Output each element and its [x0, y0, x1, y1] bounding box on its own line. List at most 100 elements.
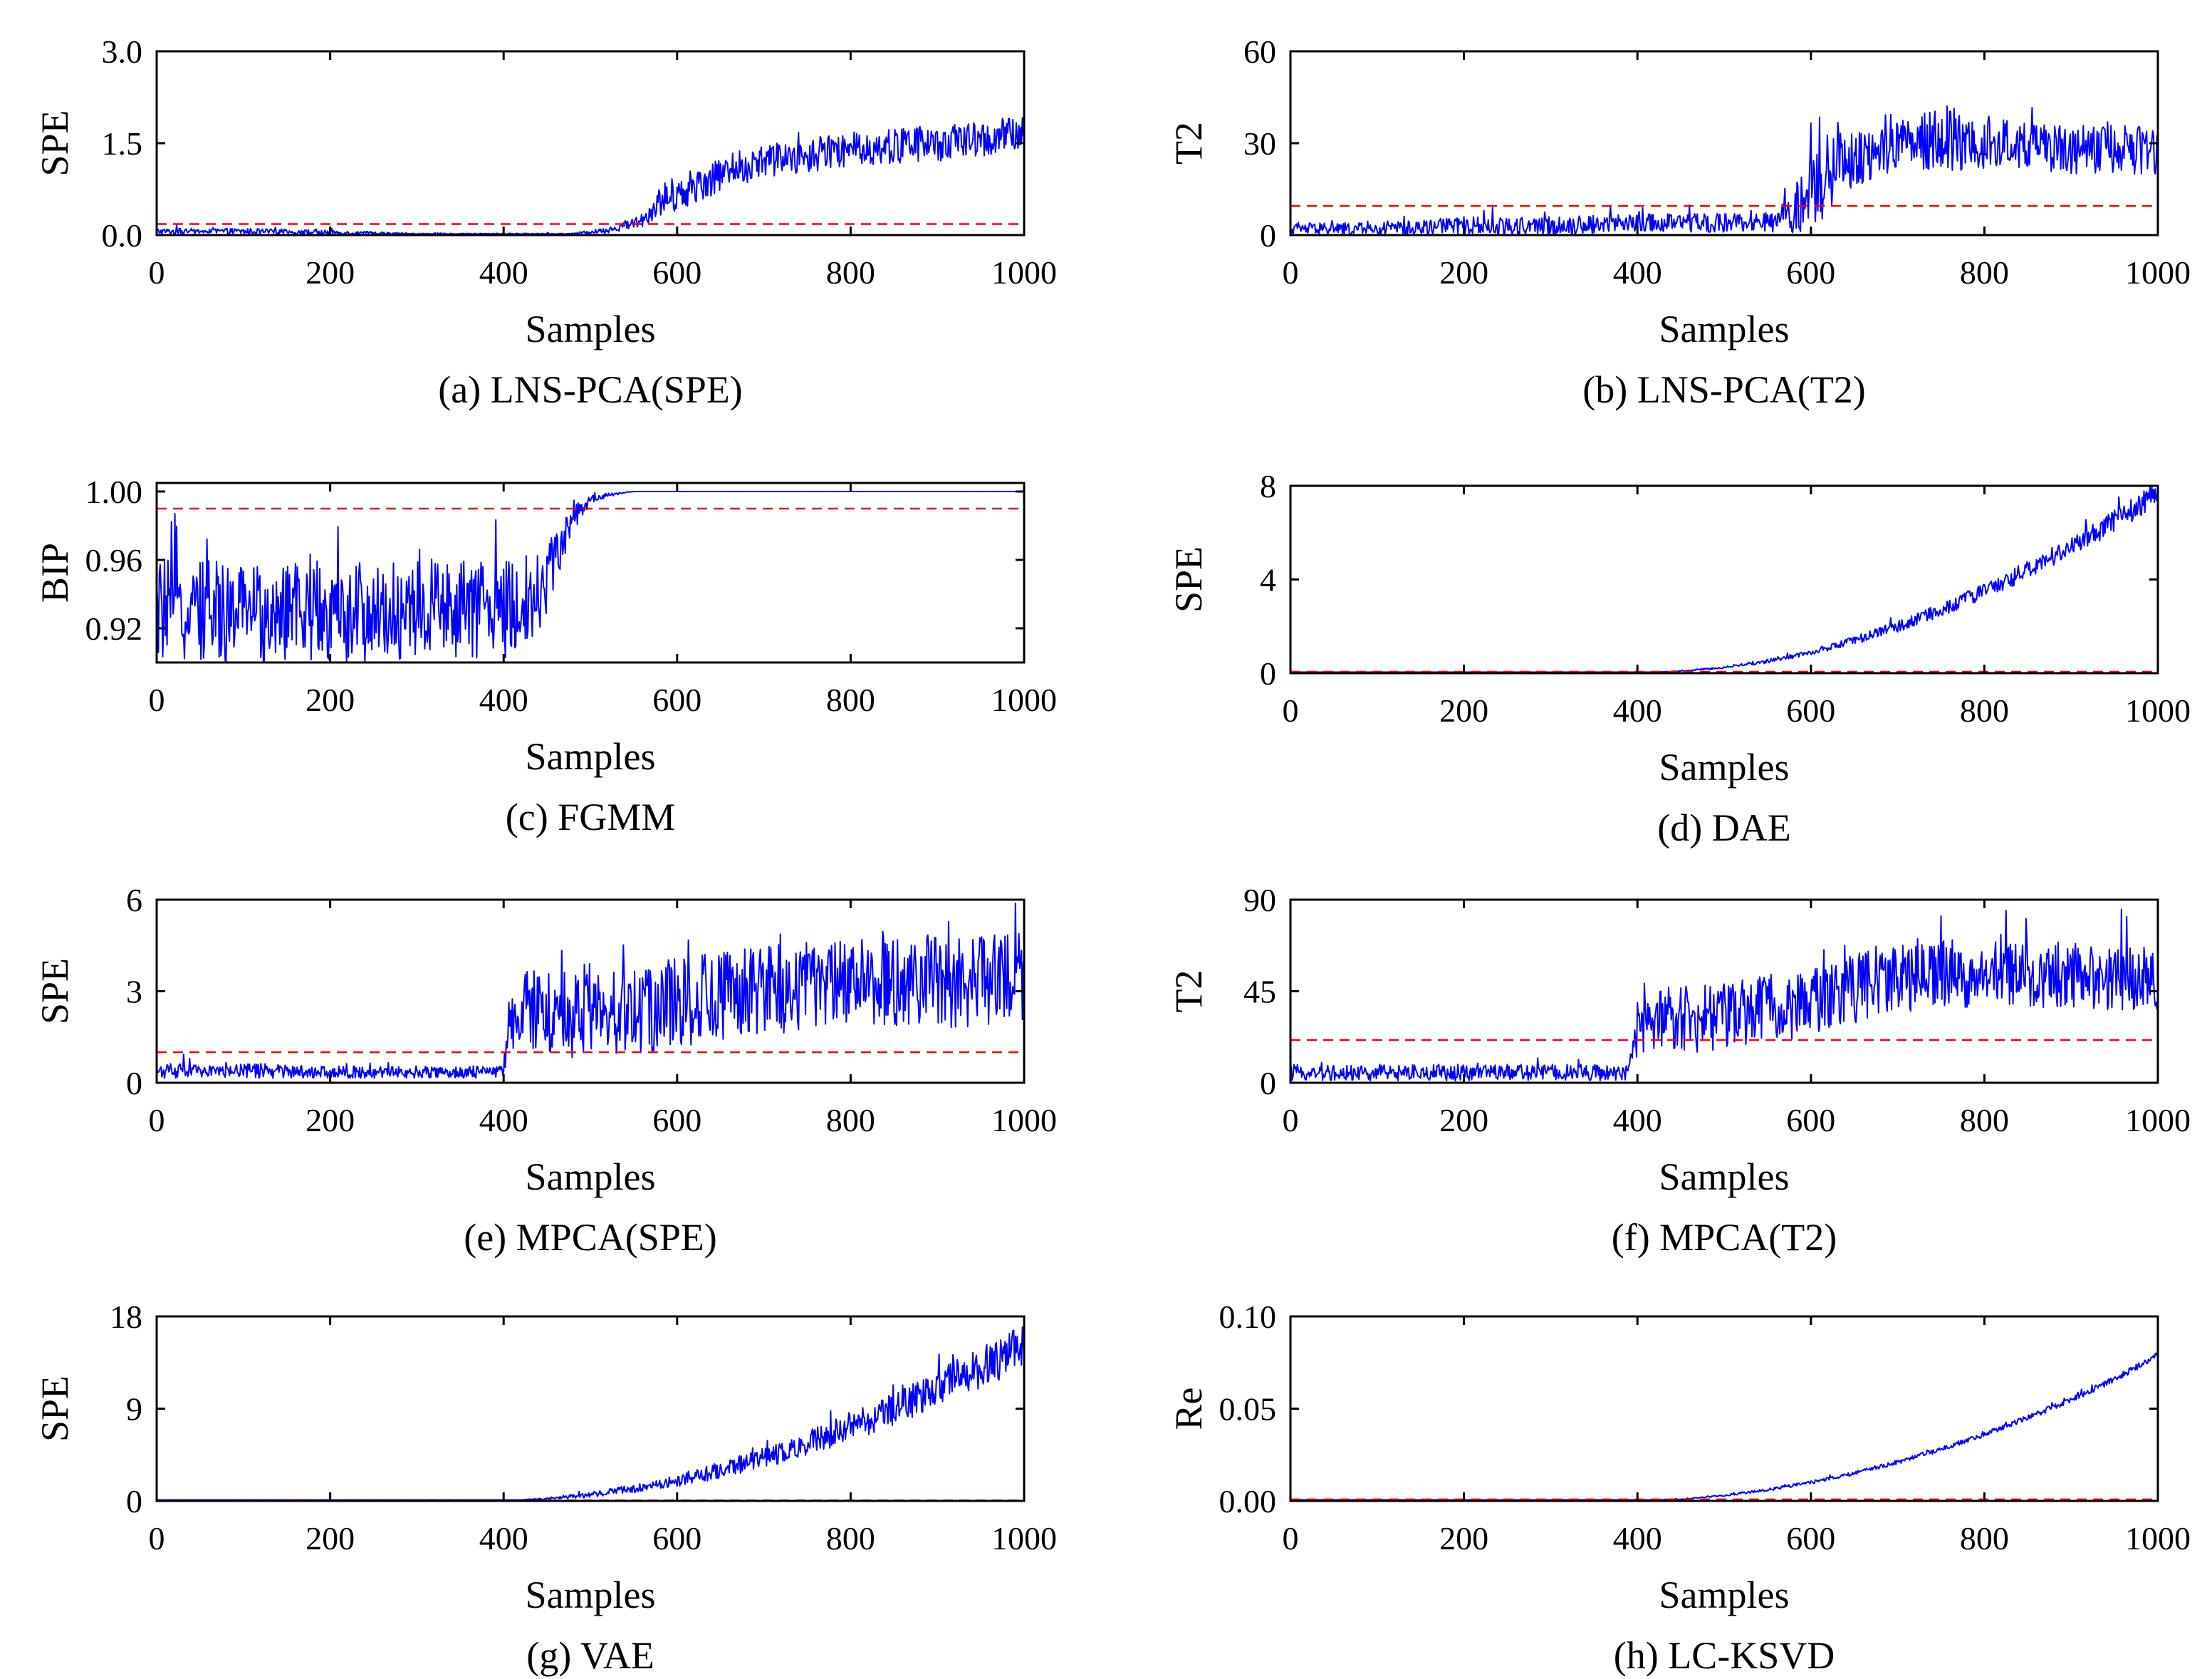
y-tick-label-b-0: 0: [1260, 217, 1276, 254]
x-tick-label-b-0: 0: [1283, 254, 1299, 291]
x-axis-title-f: Samples: [1659, 1155, 1790, 1198]
y-axis-title-f: T2: [1167, 970, 1210, 1013]
x-tick-label-a-1: 200: [306, 254, 355, 291]
x-tick-label-a-0: 0: [149, 254, 165, 291]
caption-d: (d) DAE: [1657, 806, 1790, 849]
x-axis-title-a: Samples: [526, 308, 656, 350]
x-tick-label-h-0: 0: [1283, 1520, 1299, 1556]
y-axis-title-a: SPE: [33, 110, 76, 176]
x-tick-label-d-0: 0: [1283, 692, 1299, 729]
x-axis-title-e: Samples: [526, 1155, 656, 1198]
x-tick-label-g-5: 1000: [991, 1520, 1057, 1556]
y-tick-label-a-2: 3.0: [102, 33, 143, 70]
chart-panel-a: 0 200 400 600 800 1000 0.0 1.5 3.0 SPE Samples (a) …: [33, 33, 1057, 411]
x-tick-label-c-4: 800: [826, 682, 875, 718]
x-tick-label-f-0: 0: [1283, 1102, 1299, 1138]
chart-panel-f: 0 200 400 600 800 1000 0 45 90 T2 Samples (f) MPCA(…: [1167, 882, 2191, 1259]
series-line-a-0: [156, 117, 1025, 235]
plot-frame-h: [1289, 1315, 2159, 1502]
caption-g: (g) VAE: [526, 1634, 654, 1677]
x-tick-label-f-3: 600: [1786, 1102, 1835, 1138]
y-tick-label-h-2: 0.10: [1219, 1299, 1277, 1335]
x-tick-label-b-4: 800: [1960, 254, 2009, 291]
x-tick-label-d-4: 800: [1960, 692, 2009, 729]
y-tick-label-b-1: 30: [1243, 125, 1276, 162]
y-tick-label-d-1: 4: [1260, 562, 1276, 598]
x-tick-label-e-5: 1000: [991, 1102, 1057, 1138]
x-tick-label-b-2: 400: [1613, 254, 1662, 291]
x-tick-label-d-2: 400: [1613, 692, 1662, 729]
x-tick-label-g-3: 600: [652, 1520, 701, 1556]
series-line-h-0: [1290, 1352, 2159, 1501]
chart-panel-h: 0 200 400 600 800 1000 0.00 0.05 0.10 Re Samples (h…: [1167, 1299, 2191, 1677]
x-tick-label-b-3: 600: [1786, 254, 1835, 291]
chart-panel-e: 0 200 400 600 800 1000 0 3 6 SPE Samples (e) MPCA(S…: [33, 882, 1057, 1259]
x-tick-label-h-2: 400: [1613, 1520, 1662, 1556]
y-tick-label-a-1: 1.5: [102, 125, 143, 162]
x-axis-title-h: Samples: [1659, 1574, 1790, 1616]
y-tick-label-h-1: 0.05: [1219, 1391, 1277, 1428]
x-tick-label-h-5: 1000: [2125, 1520, 2191, 1556]
y-tick-label-e-0: 0: [126, 1065, 142, 1101]
y-tick-label-e-1: 3: [126, 974, 142, 1010]
y-tick-label-f-0: 0: [1260, 1065, 1276, 1101]
chart-panel-b: 0 200 400 600 800 1000 0 30 60 T2 Samples (b) LNS-P…: [1167, 33, 2191, 411]
x-tick-label-a-4: 800: [826, 254, 875, 291]
x-tick-label-h-3: 600: [1786, 1520, 1835, 1556]
chart-panel-d: 0 200 400 600 800 1000 0 4 8 SPE Samples (d) DAE: [1167, 468, 2191, 849]
y-axis-title-e: SPE: [33, 958, 76, 1024]
caption-f: (f) MPCA(T2): [1612, 1216, 1837, 1259]
x-tick-label-c-5: 1000: [991, 682, 1057, 718]
x-tick-label-d-5: 1000: [2125, 692, 2191, 729]
x-tick-label-f-4: 800: [1960, 1102, 2009, 1138]
y-tick-label-g-1: 9: [126, 1391, 142, 1428]
x-tick-label-e-4: 800: [826, 1102, 875, 1138]
plot-frame-b: [1289, 50, 2159, 236]
x-tick-label-e-0: 0: [149, 1102, 165, 1138]
x-axis-title-d: Samples: [1659, 746, 1790, 789]
x-axis-title-c: Samples: [526, 735, 656, 778]
y-tick-label-c-0: 0.92: [85, 610, 143, 647]
x-tick-label-a-2: 400: [479, 254, 528, 291]
x-tick-label-g-1: 200: [306, 1520, 355, 1556]
x-tick-label-b-1: 200: [1439, 254, 1488, 291]
caption-b: (b) LNS-PCA(T2): [1582, 368, 1865, 411]
y-tick-label-h-0: 0.00: [1219, 1483, 1277, 1519]
x-tick-label-e-3: 600: [652, 1102, 701, 1138]
x-axis-title-g: Samples: [526, 1574, 656, 1616]
y-tick-label-c-1: 0.96: [85, 542, 143, 578]
y-axis-title-h: Re: [1167, 1388, 1210, 1430]
x-tick-label-e-1: 200: [306, 1102, 355, 1138]
caption-h: (h) LC-KSVD: [1614, 1634, 1835, 1677]
x-tick-label-g-2: 400: [479, 1520, 528, 1556]
x-tick-label-f-1: 200: [1439, 1102, 1488, 1138]
x-tick-label-c-1: 200: [306, 682, 355, 718]
x-tick-label-c-3: 600: [652, 682, 701, 718]
chart-panel-g: 0 200 400 600 800 1000 0 9 18 SPE Samples (g) VAE: [33, 1299, 1057, 1677]
y-axis-title-b: T2: [1167, 122, 1210, 165]
x-tick-label-f-2: 400: [1613, 1102, 1662, 1138]
x-tick-label-d-3: 600: [1786, 692, 1835, 729]
caption-c: (c) FGMM: [506, 796, 676, 838]
x-tick-label-a-3: 600: [652, 254, 701, 291]
y-tick-label-b-2: 60: [1243, 33, 1276, 70]
x-tick-label-b-5: 1000: [2125, 254, 2191, 291]
caption-e: (e) MPCA(SPE): [464, 1216, 717, 1259]
y-tick-label-f-2: 90: [1243, 882, 1276, 918]
x-tick-label-d-1: 200: [1439, 692, 1488, 729]
y-axis-title-g: SPE: [33, 1376, 76, 1442]
x-tick-label-c-2: 400: [479, 682, 528, 718]
x-tick-label-c-0: 0: [149, 682, 165, 718]
y-tick-label-d-2: 8: [1260, 468, 1276, 504]
plot-frame-c: [155, 482, 1026, 664]
y-axis-title-c: BIP: [33, 543, 76, 603]
series-line-f-0: [1290, 908, 2159, 1082]
series-line-b-0: [1290, 105, 2159, 235]
y-tick-label-g-0: 0: [126, 1483, 142, 1519]
caption-a: (a) LNS-PCA(SPE): [438, 368, 743, 411]
y-tick-label-c-2: 1.00: [85, 474, 143, 510]
x-tick-label-g-0: 0: [149, 1520, 165, 1556]
x-tick-label-a-5: 1000: [991, 254, 1057, 291]
